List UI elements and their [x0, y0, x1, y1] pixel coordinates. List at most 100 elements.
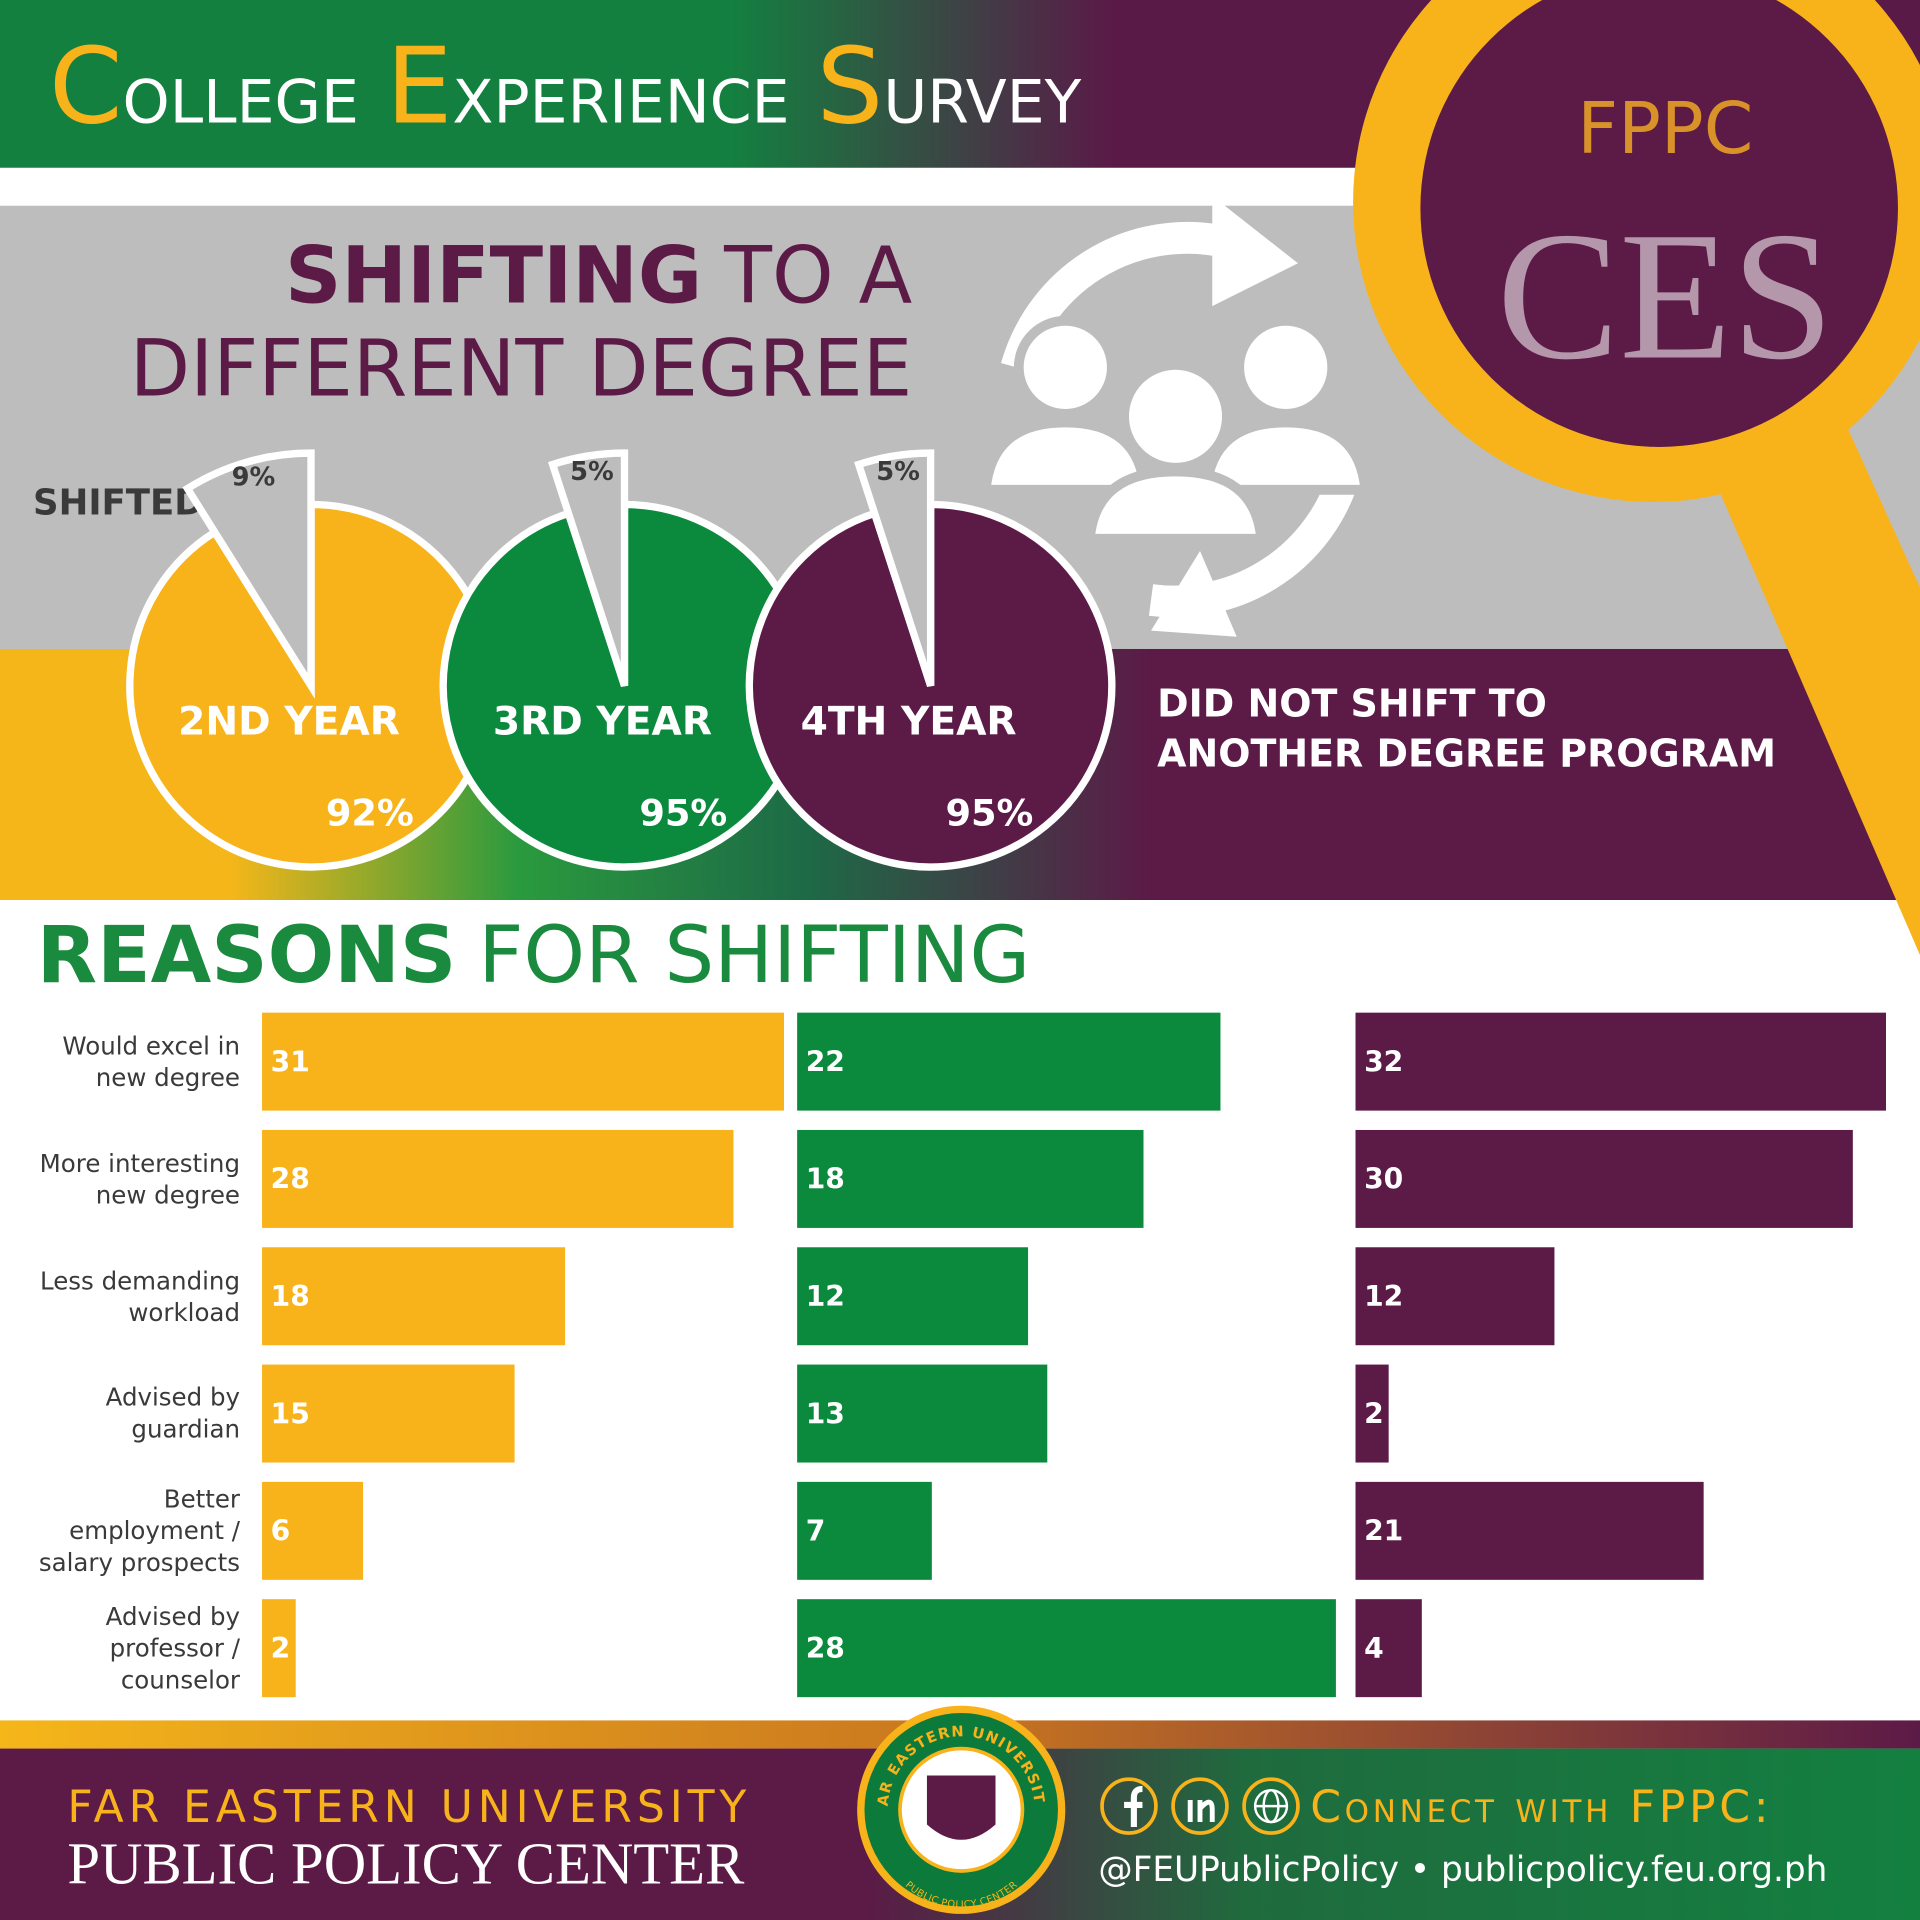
- reasons-title: REASONS FOR SHIFTING: [37, 910, 1031, 1001]
- value-label: 18: [271, 1280, 310, 1313]
- footer-org: FAR EASTERN UNIVERSITY: [67, 1782, 751, 1833]
- bar: [797, 1012, 1221, 1111]
- bar: [1355, 1247, 1555, 1346]
- pie-title: 2ND YEAR: [178, 700, 400, 745]
- value-label: 6: [271, 1515, 291, 1548]
- bar: [797, 1247, 1029, 1346]
- value-label: 28: [806, 1632, 845, 1665]
- title-bold: SHIFTING: [285, 230, 702, 321]
- slice-label: 9%: [232, 463, 276, 493]
- category-box: Less demanding workload: [39, 1265, 240, 1327]
- bar: [262, 1247, 566, 1346]
- value-label: 28: [271, 1163, 310, 1196]
- bar: [1355, 1599, 1422, 1698]
- category-box: More interesting new degree: [39, 1148, 240, 1210]
- title-word: College: [49, 24, 359, 147]
- badge-main: CES: [1497, 194, 1834, 398]
- people-icon: [980, 315, 1371, 544]
- value-label: 2: [271, 1632, 291, 1665]
- bar-panel: 31 Would excel in new degree 28 More intere…: [38, 1012, 784, 1698]
- title-word: Survey: [817, 24, 1082, 147]
- title-rest: ollege: [123, 43, 359, 143]
- pie-slice: [182, 449, 315, 699]
- category-box: Advised by professor / counselor: [105, 1601, 241, 1695]
- bar: [262, 1481, 364, 1580]
- bar-panel: 22 18 12 13 7 28: [797, 1012, 1336, 1698]
- not-shifted-label: DID NOT SHIFT TO: [1157, 681, 1547, 725]
- magnifier-lens: [1420, 0, 1898, 447]
- pie-slice: [547, 449, 629, 687]
- value-label: 7: [806, 1515, 826, 1548]
- shifted-label: SHIFTED: [33, 482, 204, 523]
- bar: [1355, 1481, 1704, 1580]
- social-icons: [1100, 1777, 1300, 1835]
- value-label: 15: [271, 1397, 310, 1430]
- pie-slice: [854, 449, 935, 687]
- social-handle: @FEUPublicPolicy • publicpolicy.feu.org.…: [1098, 1850, 1827, 1890]
- slice-label: 95%: [945, 791, 1033, 834]
- value-label: 4: [1364, 1632, 1384, 1665]
- title-initial: E: [386, 24, 453, 147]
- slice-label: 5%: [876, 457, 920, 487]
- category-label: Advised by professor / counselor: [105, 1601, 241, 1695]
- bar: [797, 1481, 932, 1580]
- category-label: Would excel in new degree: [62, 1031, 241, 1093]
- category-label: Better employment / salary prospects: [38, 1484, 240, 1578]
- pie: 9% 2ND YEAR 92%: [126, 449, 496, 871]
- category-box: Would excel in new degree: [62, 1031, 241, 1093]
- slice-label: 95%: [639, 791, 727, 834]
- bar: [262, 1364, 515, 1463]
- category-label: Less demanding workload: [39, 1265, 240, 1327]
- arrow-head: [1212, 195, 1298, 307]
- title-word: Experience: [386, 24, 790, 147]
- value-label: 32: [1364, 1045, 1403, 1078]
- pie-title: 4TH YEAR: [801, 700, 1017, 745]
- pie: 5% 3RD YEAR 95%: [439, 449, 810, 871]
- category-box: Better employment / salary prospects: [38, 1484, 240, 1578]
- badge-top: FPPC: [1577, 87, 1753, 170]
- bar: [1355, 1364, 1389, 1463]
- value-label: 30: [1364, 1163, 1403, 1196]
- slice-label: 92%: [326, 791, 414, 834]
- pie-title: 3RD YEAR: [493, 700, 712, 745]
- title-bold: REASONS: [37, 910, 457, 1001]
- connect-label: Connect with FPPC:: [1310, 1782, 1772, 1833]
- bar: [797, 1599, 1336, 1698]
- slice-label: 5%: [570, 457, 614, 487]
- bar-panel: 32 30 12 2 21 4: [1355, 1012, 1886, 1698]
- category-label: More interesting new degree: [39, 1148, 240, 1210]
- section-title-line: DIFFERENT DEGREE: [130, 324, 912, 415]
- header-title: College Experience Survey: [49, 24, 1082, 147]
- bar: [262, 1129, 734, 1228]
- footer-org: PUBLIC POLICY CENTER: [67, 1831, 745, 1896]
- title-initial: C: [49, 24, 123, 147]
- bar: [1355, 1129, 1853, 1228]
- logo-shield: [926, 1775, 996, 1840]
- section-title: SHIFTING TO A: [285, 230, 912, 321]
- bar: [797, 1129, 1144, 1228]
- title-initial: S: [817, 24, 884, 147]
- category-label: Advised by guardian: [105, 1382, 240, 1445]
- not-shifted-label: ANOTHER DEGREE PROGRAM: [1157, 732, 1776, 776]
- title-rest: urvey: [883, 43, 1081, 143]
- value-label: 18: [806, 1163, 845, 1196]
- category-box: Advised by guardian: [105, 1382, 240, 1445]
- bar: [262, 1599, 296, 1698]
- arrow-head: [1151, 551, 1237, 637]
- value-label: 12: [806, 1280, 845, 1313]
- bar: [262, 1012, 784, 1111]
- value-label: 2: [1364, 1397, 1384, 1430]
- value-label: 13: [806, 1397, 845, 1430]
- title-rest: xperience: [452, 43, 789, 143]
- title-rest: TO A: [723, 230, 912, 321]
- value-label: 21: [1364, 1515, 1403, 1548]
- value-label: 31: [271, 1045, 310, 1078]
- magnifier-handle: [1708, 404, 1920, 956]
- bar: [1355, 1012, 1886, 1111]
- title-rest: FOR SHIFTING: [478, 910, 1030, 1001]
- bar: [797, 1364, 1048, 1463]
- value-label: 12: [1364, 1280, 1403, 1313]
- value-label: 22: [806, 1045, 845, 1078]
